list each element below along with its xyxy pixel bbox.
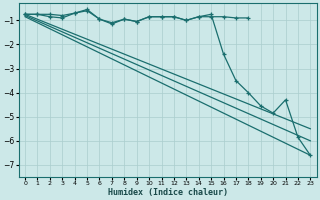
X-axis label: Humidex (Indice chaleur): Humidex (Indice chaleur) xyxy=(108,188,228,197)
